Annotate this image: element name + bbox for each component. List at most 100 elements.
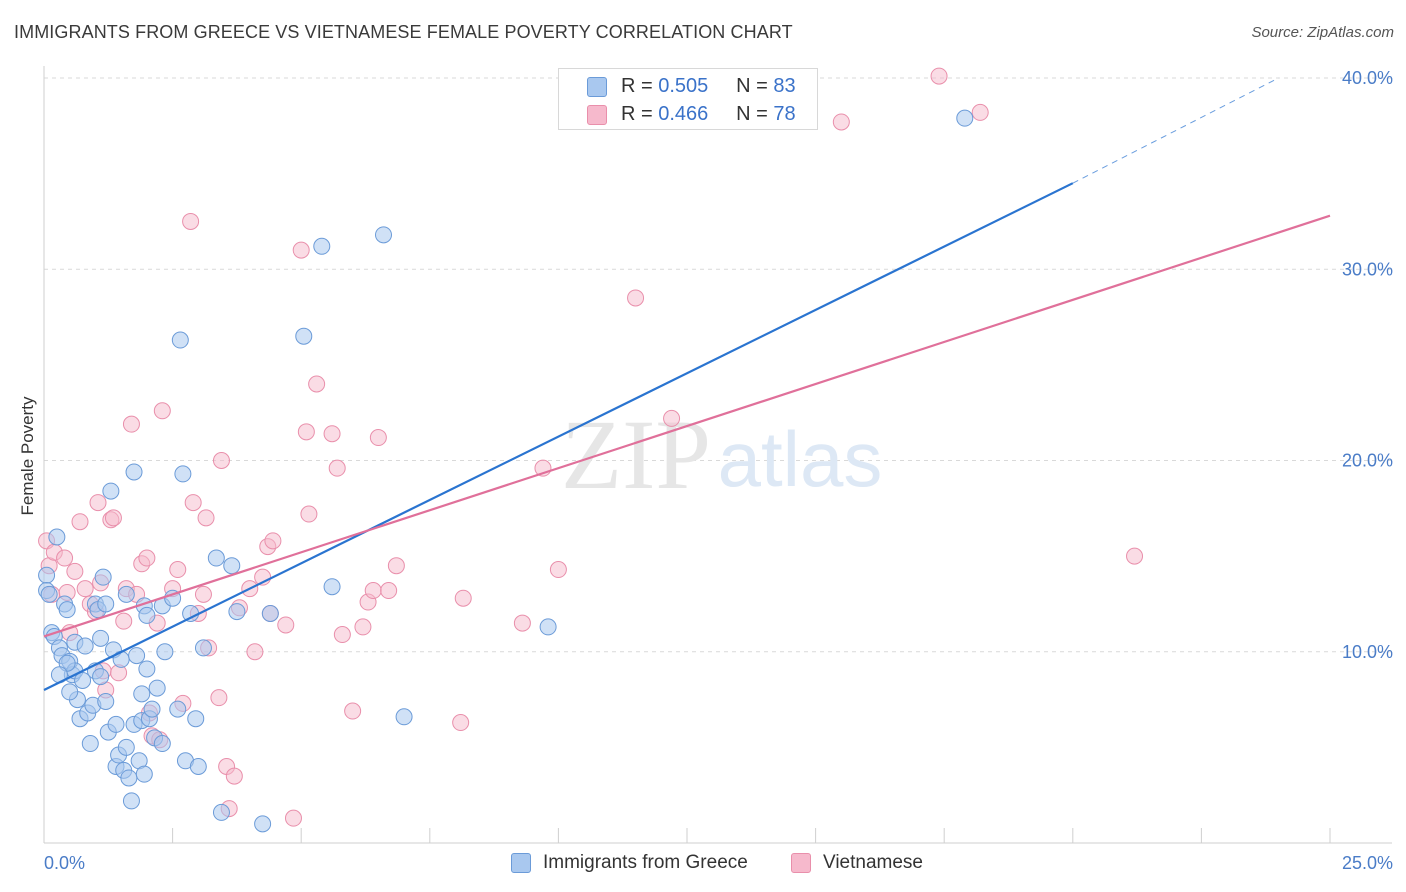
correlation-legend: R = 0.505 N = 83 R = 0.466 N = 78	[558, 68, 818, 130]
greece-point	[143, 700, 161, 718]
vietnamese-point	[66, 562, 84, 580]
vietnamese-point	[194, 585, 212, 603]
y-tick-label: 30.0%	[1342, 259, 1393, 279]
greece-point	[171, 331, 189, 349]
greece-point	[323, 578, 341, 596]
greece-point	[148, 679, 166, 697]
y-tick-label: 40.0%	[1342, 68, 1393, 88]
greece-point	[58, 601, 76, 619]
vietnamese-point	[89, 494, 107, 512]
vietnamese-point	[452, 714, 470, 732]
vietnamese-point	[264, 532, 282, 550]
vietnamese-point	[122, 415, 140, 433]
greece-point	[156, 643, 174, 661]
greece-point	[138, 606, 156, 624]
greece-point	[92, 629, 110, 647]
greece-trend-line	[43, 182, 1074, 691]
vietnamese-point	[369, 429, 387, 447]
greece-point	[174, 465, 192, 483]
vietnamese-point	[832, 113, 850, 131]
vietnamese-point	[284, 809, 302, 827]
greece-point	[122, 792, 140, 810]
greece-point	[133, 685, 151, 703]
legend-label-vietnamese: Vietnamese	[823, 852, 923, 873]
greece-point	[97, 595, 115, 613]
legend-r-value: 0.505	[658, 75, 709, 97]
greece-point	[212, 803, 230, 821]
vietnamese-point	[308, 375, 326, 393]
series-legend: Immigrants from Greece Vietnamese	[0, 852, 1406, 878]
vietnamese-point	[182, 212, 200, 230]
greece-point	[40, 585, 58, 603]
greece-point	[313, 237, 331, 255]
legend-swatch-greece	[511, 853, 531, 873]
vietnamese-point	[169, 561, 187, 579]
vietnamese-point	[104, 509, 122, 527]
legend-swatch-vietnamese	[791, 853, 811, 873]
axes	[43, 66, 1392, 844]
vietnamese-points	[38, 67, 1144, 827]
legend-n-value: 78	[773, 103, 796, 125]
legend-r-label: R =	[621, 75, 653, 97]
greece-point	[97, 692, 115, 710]
vietnamese-point	[513, 614, 531, 632]
greece-point	[81, 735, 99, 753]
legend-n-value: 83	[773, 75, 796, 97]
vietnamese-point	[76, 580, 94, 598]
greece-point	[38, 566, 56, 584]
greece-point	[395, 708, 413, 726]
vietnamese-point	[246, 643, 264, 661]
greece-point	[207, 549, 225, 567]
vietnamese-point	[212, 452, 230, 469]
greece-point	[375, 226, 393, 244]
vietnamese-point	[210, 689, 228, 707]
greece-point	[102, 482, 120, 500]
greece-point	[295, 327, 313, 345]
vietnamese-point	[300, 505, 318, 523]
greece-point	[107, 715, 125, 733]
watermark-atlas: atlas	[718, 415, 883, 503]
greece-point	[61, 683, 79, 701]
greece-point	[117, 585, 135, 603]
greece-point	[138, 660, 156, 678]
greece-point	[956, 109, 974, 127]
greece-point	[194, 639, 212, 657]
y-tick-label: 10.0%	[1342, 642, 1393, 662]
greece-point	[261, 605, 279, 622]
vietnamese-point	[138, 549, 156, 567]
vietnamese-point	[115, 612, 133, 630]
vietnamese-point	[663, 409, 681, 427]
vietnamese-point	[56, 549, 74, 567]
x-tick-labels: 0.0% 25.0%	[44, 853, 1393, 873]
vietnamese-point	[71, 513, 89, 531]
greece-point	[254, 815, 272, 833]
greece-point	[539, 618, 557, 636]
vietnamese-point	[1126, 547, 1144, 565]
vietnamese-point	[627, 289, 645, 307]
greece-point	[48, 528, 66, 546]
greece-point	[228, 603, 246, 621]
vietnamese-point	[971, 103, 989, 121]
greece-point	[187, 710, 205, 728]
greece-point	[135, 765, 153, 783]
vietnamese-point	[380, 582, 398, 600]
vietnamese-point	[364, 582, 382, 600]
vietnamese-point	[197, 509, 215, 527]
greece-point	[76, 637, 94, 655]
legend-label-greece: Immigrants from Greece	[543, 852, 748, 873]
gridlines	[44, 77, 1392, 653]
vietnamese-point	[292, 241, 310, 259]
vietnamese-point	[323, 425, 341, 443]
y-tick-labels: 10.0% 20.0% 30.0% 40.0%	[1342, 68, 1393, 662]
greece-point	[128, 647, 146, 665]
legend-r-value: 0.466	[658, 103, 709, 125]
greece-point	[182, 605, 200, 622]
legend-n-label: N =	[736, 75, 768, 97]
greece-point	[223, 557, 241, 575]
greece-point	[92, 668, 110, 686]
vietnamese-point	[344, 702, 362, 720]
vietnamese-point	[930, 67, 948, 85]
greece-point	[125, 463, 143, 481]
vietnamese-point	[328, 459, 346, 477]
